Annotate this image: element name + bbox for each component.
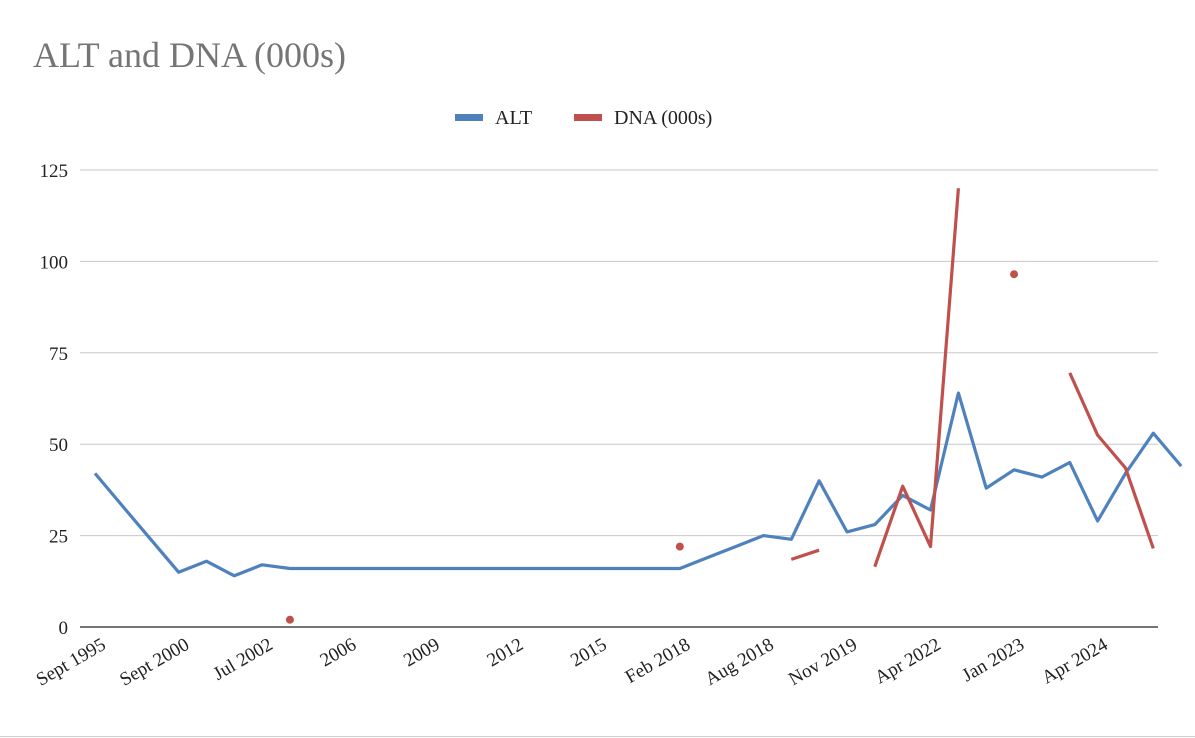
x-tick-label: 2015 bbox=[567, 634, 610, 671]
x-tick-label: Sept 1995 bbox=[33, 634, 110, 690]
y-tick-label: 75 bbox=[49, 344, 68, 365]
y-tick-label: 50 bbox=[49, 435, 68, 456]
series-line bbox=[873, 188, 960, 568]
data-point bbox=[1010, 270, 1019, 279]
series-alt bbox=[93, 391, 1183, 578]
y-tick-label: 0 bbox=[59, 618, 69, 639]
series-line bbox=[93, 391, 1183, 578]
x-tick-label: 2006 bbox=[317, 634, 360, 671]
legend-swatch bbox=[574, 114, 602, 121]
y-tick-label: 25 bbox=[49, 527, 68, 548]
data-point bbox=[285, 615, 294, 624]
bottom-divider bbox=[0, 736, 1195, 737]
gridlines bbox=[80, 169, 1158, 537]
y-axis-ticks: 0 25 50 75 100 125 bbox=[40, 161, 69, 639]
y-tick-label: 100 bbox=[40, 252, 69, 273]
y-tick-label: 125 bbox=[40, 161, 69, 182]
legend-swatch bbox=[455, 114, 483, 121]
chart-title: ALT and DNA (000s) bbox=[33, 35, 346, 75]
x-axis-ticks: Sept 1995 Sept 2000 Jul 2002 2006 2009 2012 20… bbox=[33, 634, 1112, 691]
x-tick-label: Apr 2024 bbox=[1038, 634, 1112, 689]
x-tick-label: Jul 2002 bbox=[210, 634, 277, 685]
x-tick-label: 2012 bbox=[484, 634, 527, 671]
series-layer bbox=[93, 188, 1183, 624]
series-line bbox=[1068, 372, 1155, 549]
x-tick-label: Feb 2018 bbox=[622, 634, 694, 688]
series-dna bbox=[285, 188, 1155, 624]
x-tick-label: Sept 2000 bbox=[116, 634, 193, 690]
x-tick-label: Nov 2019 bbox=[785, 634, 861, 690]
legend-label: ALT bbox=[495, 107, 532, 129]
x-tick-label: Jan 2023 bbox=[959, 634, 1028, 686]
legend: ALT DNA (000s) bbox=[455, 107, 712, 129]
legend-label: DNA (000s) bbox=[614, 107, 712, 129]
x-tick-label: 2009 bbox=[400, 634, 443, 671]
x-tick-label: Apr 2022 bbox=[871, 634, 944, 688]
series-line bbox=[790, 548, 820, 561]
x-tick-label: Aug 2018 bbox=[702, 634, 778, 690]
data-point bbox=[675, 542, 684, 551]
